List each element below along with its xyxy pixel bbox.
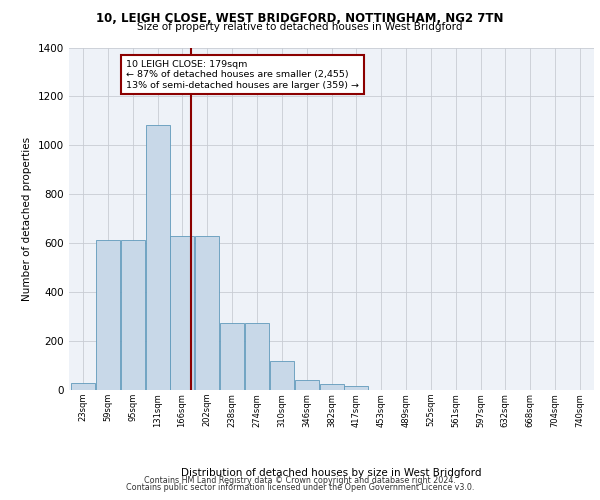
Bar xyxy=(96,240,120,390)
Text: Size of property relative to detached houses in West Bridgford: Size of property relative to detached ho… xyxy=(137,22,463,32)
X-axis label: Distribution of detached houses by size in West Bridgford: Distribution of detached houses by size … xyxy=(181,468,482,478)
Bar xyxy=(320,384,344,390)
Y-axis label: Number of detached properties: Number of detached properties xyxy=(22,136,32,301)
Bar xyxy=(170,236,194,390)
Text: Contains public sector information licensed under the Open Government Licence v3: Contains public sector information licen… xyxy=(126,483,474,492)
Text: 10 LEIGH CLOSE: 179sqm
← 87% of detached houses are smaller (2,455)
13% of semi-: 10 LEIGH CLOSE: 179sqm ← 87% of detached… xyxy=(126,60,359,90)
Bar xyxy=(121,240,145,390)
Bar xyxy=(71,382,95,390)
Bar xyxy=(295,380,319,390)
Bar xyxy=(220,322,244,390)
Text: 10, LEIGH CLOSE, WEST BRIDGFORD, NOTTINGHAM, NG2 7TN: 10, LEIGH CLOSE, WEST BRIDGFORD, NOTTING… xyxy=(96,12,504,26)
Bar xyxy=(245,322,269,390)
Bar xyxy=(146,124,170,390)
Bar xyxy=(270,360,294,390)
Text: Contains HM Land Registry data © Crown copyright and database right 2024.: Contains HM Land Registry data © Crown c… xyxy=(144,476,456,485)
Bar xyxy=(195,236,219,390)
Bar xyxy=(344,386,368,390)
